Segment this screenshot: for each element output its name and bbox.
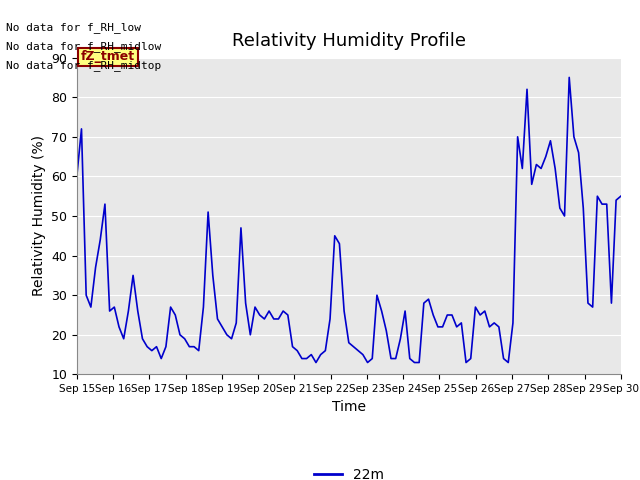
- Text: fZ_tmet: fZ_tmet: [81, 50, 135, 63]
- Title: Relativity Humidity Profile: Relativity Humidity Profile: [232, 33, 466, 50]
- Text: No data for f_RH_midlow: No data for f_RH_midlow: [6, 41, 162, 52]
- X-axis label: Time: Time: [332, 400, 366, 414]
- Legend: 22m: 22m: [308, 463, 389, 480]
- Text: No data for f_RH_midtop: No data for f_RH_midtop: [6, 60, 162, 71]
- Y-axis label: Relativity Humidity (%): Relativity Humidity (%): [31, 135, 45, 297]
- Text: No data for f_RH_low: No data for f_RH_low: [6, 22, 141, 33]
